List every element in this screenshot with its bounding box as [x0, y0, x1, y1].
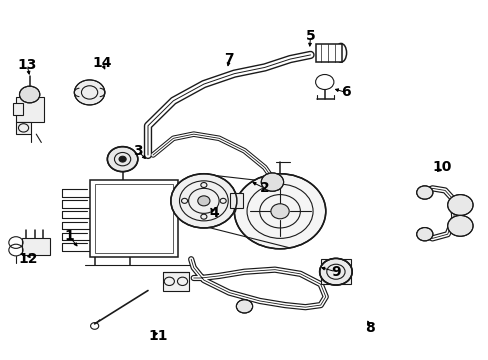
Circle shape	[170, 174, 236, 228]
Text: 8: 8	[365, 321, 375, 335]
Text: 7: 7	[224, 52, 234, 66]
Circle shape	[74, 80, 104, 105]
Circle shape	[270, 204, 288, 219]
Text: 6: 6	[341, 85, 350, 99]
Text: 11: 11	[148, 329, 167, 343]
Text: 1: 1	[64, 229, 74, 243]
Bar	[163, 272, 188, 291]
Text: 10: 10	[432, 161, 451, 175]
Text: 13: 13	[18, 58, 37, 72]
Bar	[16, 122, 31, 134]
Circle shape	[197, 196, 209, 206]
Text: 9: 9	[330, 265, 340, 279]
Text: 3: 3	[133, 144, 142, 158]
Circle shape	[234, 174, 325, 249]
Ellipse shape	[335, 44, 346, 62]
Circle shape	[107, 147, 138, 172]
Bar	[320, 259, 350, 284]
Bar	[13, 103, 22, 115]
Bar	[89, 180, 178, 257]
Circle shape	[416, 186, 432, 199]
Circle shape	[119, 156, 126, 162]
Circle shape	[20, 86, 40, 103]
Bar	[16, 96, 44, 122]
Text: 5: 5	[305, 29, 315, 43]
Circle shape	[416, 228, 432, 241]
Bar	[230, 193, 243, 208]
Bar	[315, 44, 341, 62]
Circle shape	[447, 215, 472, 236]
Text: 12: 12	[19, 252, 38, 266]
Circle shape	[319, 258, 351, 285]
Bar	[22, 238, 50, 255]
Text: 2: 2	[260, 181, 269, 195]
Circle shape	[261, 173, 283, 191]
Circle shape	[236, 300, 252, 313]
Bar	[95, 184, 173, 253]
Circle shape	[447, 195, 472, 215]
Text: 14: 14	[92, 56, 112, 70]
Text: 4: 4	[209, 206, 219, 220]
